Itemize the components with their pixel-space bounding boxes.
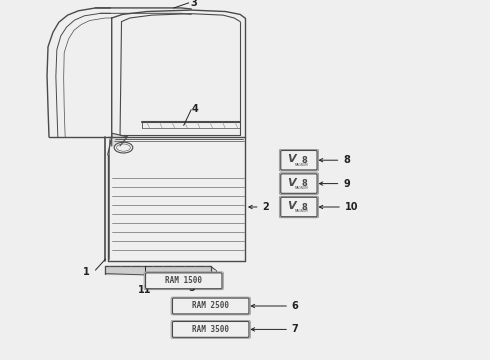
Text: RAM 3500: RAM 3500	[192, 325, 229, 334]
Ellipse shape	[114, 142, 133, 153]
Text: RAM 2500: RAM 2500	[192, 302, 229, 310]
Text: 8: 8	[343, 155, 350, 165]
Text: 3: 3	[190, 0, 197, 8]
Text: V: V	[287, 154, 296, 165]
Text: 8: 8	[302, 179, 308, 188]
Text: MAGNUM: MAGNUM	[294, 186, 308, 190]
Text: 9: 9	[343, 179, 350, 189]
FancyBboxPatch shape	[171, 297, 250, 315]
Text: 7: 7	[292, 324, 298, 334]
FancyBboxPatch shape	[281, 197, 317, 217]
Text: 8: 8	[302, 156, 308, 165]
Text: 6: 6	[292, 301, 298, 311]
Text: 4: 4	[192, 104, 199, 114]
Text: MAGNUM: MAGNUM	[294, 162, 308, 167]
Text: V: V	[287, 201, 296, 211]
Text: RAM 1500: RAM 1500	[165, 276, 202, 285]
Ellipse shape	[117, 144, 130, 151]
Polygon shape	[112, 133, 127, 146]
Text: V: V	[287, 178, 296, 188]
FancyBboxPatch shape	[281, 150, 317, 170]
FancyBboxPatch shape	[146, 273, 222, 289]
Text: 8: 8	[302, 202, 308, 211]
FancyBboxPatch shape	[279, 173, 318, 194]
FancyBboxPatch shape	[172, 321, 249, 337]
FancyBboxPatch shape	[281, 174, 317, 193]
Text: 1: 1	[83, 267, 90, 277]
Polygon shape	[105, 266, 211, 274]
Text: 5: 5	[189, 283, 196, 293]
Text: 2: 2	[262, 202, 269, 212]
FancyBboxPatch shape	[279, 196, 318, 218]
Polygon shape	[105, 266, 216, 270]
FancyBboxPatch shape	[171, 320, 250, 338]
FancyBboxPatch shape	[144, 272, 223, 290]
FancyBboxPatch shape	[172, 298, 249, 314]
Text: MAGNUM: MAGNUM	[294, 209, 308, 213]
Text: 11: 11	[138, 285, 151, 296]
Text: 10: 10	[344, 202, 358, 212]
FancyBboxPatch shape	[279, 149, 318, 171]
